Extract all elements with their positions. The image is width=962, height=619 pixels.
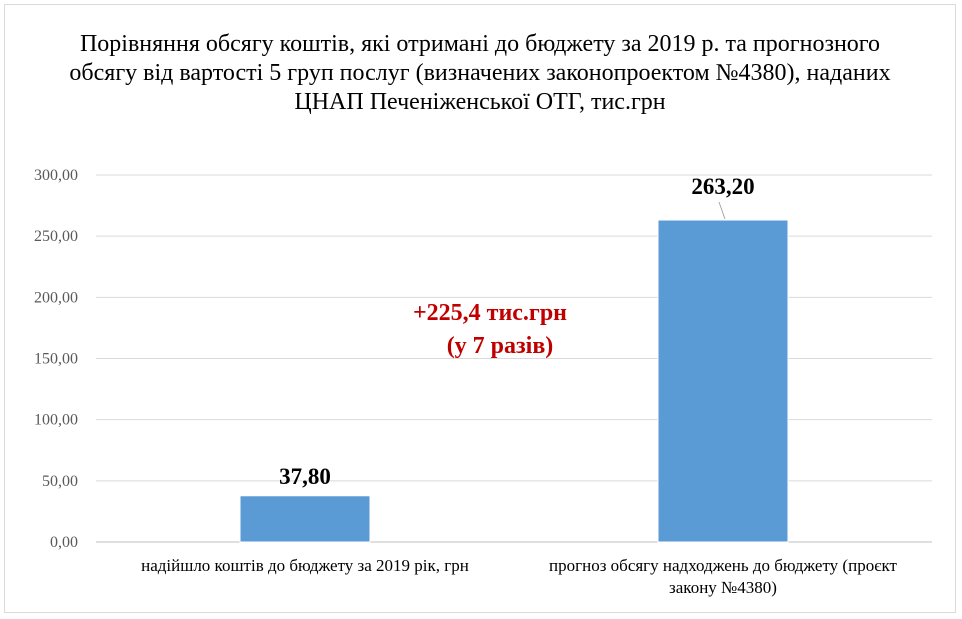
y-axis-ticks: 0,00 50,00 100,00 150,00 200,00 250,00 300,00 [34, 167, 78, 551]
x-category-label: прогноз обсягу надходжень до бюджету (пр… [549, 556, 897, 575]
difference-annotation-line2: (у 7 разів) [446, 333, 554, 359]
y-tick-label: 150,00 [34, 351, 78, 368]
data-labels: 37,80 263,20 [279, 174, 755, 489]
chart-frame [4, 4, 956, 613]
data-label: 263,20 [691, 174, 754, 199]
data-label: 37,80 [279, 464, 331, 489]
y-tick-label: 0,00 [50, 534, 78, 551]
gridlines [96, 174, 932, 543]
y-tick-label: 200,00 [34, 289, 78, 306]
x-axis-categories: надійшло коштів до бюджету за 2019 рік, … [141, 556, 897, 597]
bars [239, 219, 789, 543]
y-tick-label: 300,00 [34, 167, 78, 184]
bar [657, 219, 789, 543]
bar [239, 495, 371, 543]
y-tick-label: 100,00 [34, 412, 78, 429]
x-category-label: закону №4380) [669, 578, 777, 597]
y-tick-label: 250,00 [34, 228, 78, 245]
y-tick-label: 50,00 [42, 473, 78, 490]
chart-title: Порівняння обсягу коштів, які отримані д… [69, 31, 891, 115]
data-label-leader [718, 201, 726, 220]
x-category-label: надійшло коштів до бюджету за 2019 рік, … [141, 556, 469, 575]
difference-annotation-line1: +225,4 тис.грн [412, 300, 568, 326]
